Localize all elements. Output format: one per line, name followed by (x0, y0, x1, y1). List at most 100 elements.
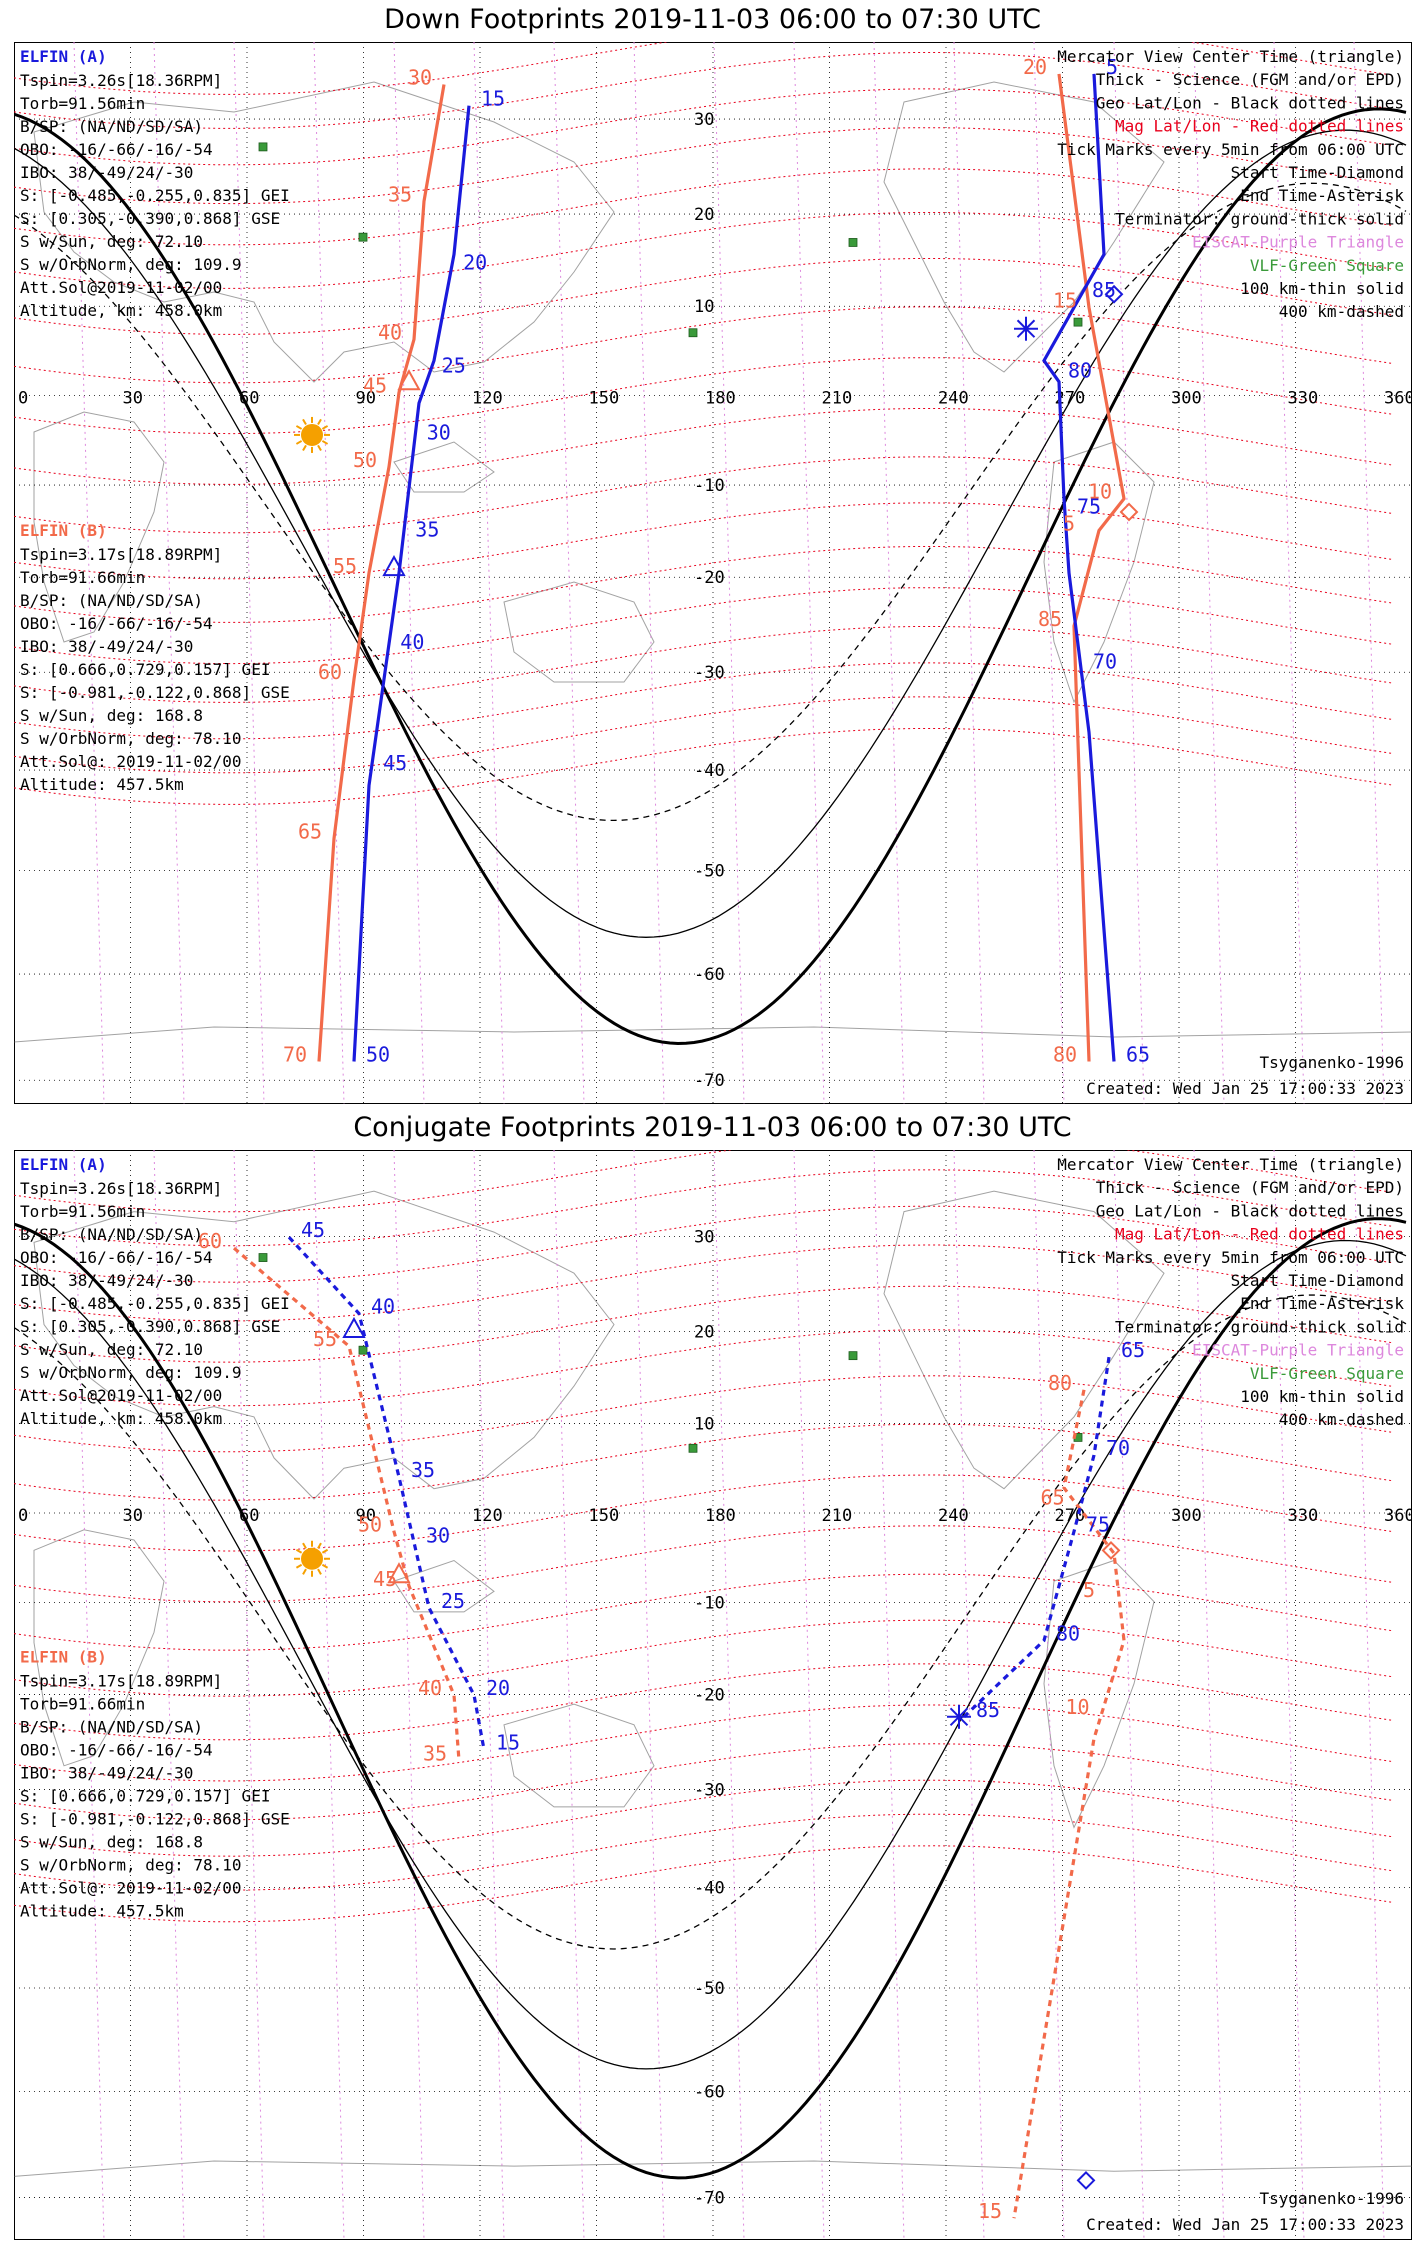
elfin-b-tick-label: 65 (1041, 1485, 1065, 1509)
elfin-b-name: ELFIN (B) (20, 1647, 107, 1666)
elfin-a-name: ELFIN (A) (20, 47, 107, 66)
elfin-b-tick-label: 40 (378, 320, 402, 344)
legend-entry: 100 km-thin solid (1240, 279, 1404, 298)
legend-entry: 100 km-thin solid (1240, 1387, 1404, 1406)
mag-meridian (713, 1150, 745, 2240)
elfin-a-param: Att.Sol@2019-11-02/00 (20, 278, 222, 297)
elfin-b-param: B/SP: (NA/ND/SD/SA) (20, 1717, 203, 1736)
mag-latitude-line (14, 502, 1395, 580)
elfin-a-tick-label: 25 (441, 1589, 465, 1613)
elfin-a-start-diamond (1076, 2171, 1096, 2190)
lon-label: 60 (239, 389, 259, 409)
elfin-b-tick-label: 55 (333, 554, 357, 578)
legend-entry: Terminator: ground-thick solid (1115, 209, 1404, 228)
lon-label: 330 (1288, 389, 1319, 409)
elfin-b-param: Tspin=3.17s[18.89RPM] (20, 545, 222, 564)
legend-entry: Tick Marks every 5min from 06:00 UTC (1057, 1248, 1404, 1267)
elfin-b-tick-label: 60 (318, 660, 342, 684)
mag-latitude-line (14, 1285, 1395, 1363)
legend-entry: VLF-Green Square (1250, 1364, 1404, 1383)
elfin-b-tick-label: 80 (1048, 1371, 1072, 1395)
elfin-a-tick-label: 40 (400, 630, 424, 654)
mag-latitude-line (14, 662, 1395, 740)
mag-latitude-line (14, 1573, 1395, 1651)
mag-latitude-line (14, 1619, 1395, 1697)
elfin-a-tick-label: 75 (1086, 1513, 1110, 1537)
sun-ray (317, 418, 322, 426)
mag-latitude-line (14, 1423, 1395, 1501)
mag-latitude-line (14, 1329, 1395, 1407)
lat-label: -20 (694, 568, 725, 588)
vlf-station-square (688, 1443, 698, 1453)
legend-entry: 400 km-dashed (1279, 302, 1404, 321)
elfin-a-tick-label: 65 (1126, 1043, 1150, 1067)
elfin-b-tick-label: 80 (1053, 1043, 1077, 1067)
sun-ray (321, 440, 329, 445)
elfin-b-tick-label: 5 (1063, 512, 1075, 536)
elfin-b-track-west (317, 84, 446, 1062)
mag-latitude-line (14, 168, 1395, 246)
elfin-b-track-east (1057, 73, 1126, 1062)
elfin-b-param: B/SP: (NA/ND/SD/SA) (20, 591, 203, 610)
mag-meridian (873, 1150, 905, 2240)
mag-meridian (793, 1150, 825, 2240)
mag-meridians (73, 1150, 1385, 2240)
terminator-400km (14, 182, 1407, 822)
legend-entry: EISCAT-Purple Triangle (1192, 233, 1404, 252)
created-timestamp: Created: Wed Jan 25 17:00:33 2023 (1086, 1079, 1404, 1098)
mag-latitude-line (14, 357, 1395, 435)
legend-entry: Thick - Science (FGM and/or EPD) (1096, 70, 1404, 89)
lat-label: 30 (694, 1227, 714, 1247)
down-footprints-title: Down Footprints 2019-11-03 06:00 to 07:3… (384, 4, 1041, 35)
elfin-a-tick-label: 35 (415, 518, 439, 542)
lon-label: 180 (705, 389, 736, 409)
mag-grid (14, 1150, 1395, 1923)
terminator-400km (14, 1294, 1407, 1950)
legend-entry: Start Time-Diamond (1231, 1271, 1404, 1290)
elfin-b-param: S: [-0.981,-0.122,0.868] GSE (20, 683, 290, 702)
elfin-b-param: S w/Sun, deg: 168.8 (20, 706, 203, 725)
elfin-b-param: OBO: -16/-66/-16/-54 (20, 614, 213, 633)
elfin-b-param: S: [-0.981,-0.122,0.868] GSE (20, 1809, 290, 1828)
mag-meridian (1353, 1150, 1385, 2240)
lon-label: 120 (472, 1506, 503, 1526)
mag-latitude-line (14, 306, 1395, 384)
sun-ray (317, 1568, 322, 1575)
lat-label: 30 (694, 110, 714, 130)
elfin-b-tick-label: 10 (1088, 480, 1112, 504)
elfin-a-param: Torb=91.56min (20, 94, 145, 113)
mag-latitude-line (14, 1663, 1395, 1741)
sun-ray (317, 1542, 322, 1549)
lon-label: 0 (18, 389, 28, 409)
mag-meridian (233, 1150, 265, 2240)
elfin-a-param: Altitude, km: 458.0km (20, 301, 222, 320)
legend: Mercator View Center Time (triangle) Thic… (1057, 47, 1404, 321)
lon-label: 150 (589, 1506, 620, 1526)
elfin-a-tick-label: 25 (442, 354, 466, 378)
elfin-a-param: OBO: -16/-66/-16/-54 (20, 140, 213, 159)
elfin-b-tick-label: 20 (1023, 55, 1047, 79)
elfin-b-tick-label: 30 (408, 65, 432, 89)
elfin-a-tick-label: 45 (383, 751, 407, 775)
mag-latitude-line (14, 1205, 1395, 1283)
sun-icon (294, 1540, 330, 1577)
elfin-a-track-west (352, 105, 471, 1062)
legend-entry: Mercator View Center Time (triangle) (1057, 47, 1404, 66)
landmass-6 (14, 1026, 1412, 1043)
elfin-a-tick-label: 85 (976, 1698, 1000, 1722)
elfin-a-param: S: [0.305,-0.390,0.868] GSE (20, 209, 280, 228)
vlf-station-square (848, 238, 858, 247)
elfin-b-param: S w/OrbNorm, deg: 78.10 (20, 729, 242, 748)
lat-label: 20 (694, 1322, 714, 1342)
mag-latitude-line (14, 1474, 1395, 1552)
mag-meridian (1273, 1150, 1305, 2240)
lon-label: 180 (705, 1506, 736, 1526)
elfin-b-param: Torb=91.66min (20, 1694, 145, 1713)
elfin-b-track-west (232, 1246, 461, 1761)
mag-meridian (473, 1150, 505, 2240)
elfin-a-param: B/SP: (NA/ND/SD/SA) (20, 1225, 203, 1244)
vlf-station-square (258, 142, 268, 152)
elfin-b-param: Altitude: 457.5km (20, 775, 184, 794)
lon-label: 360 (1384, 389, 1412, 409)
elfin-b-tick-label: 85 (1038, 607, 1062, 631)
